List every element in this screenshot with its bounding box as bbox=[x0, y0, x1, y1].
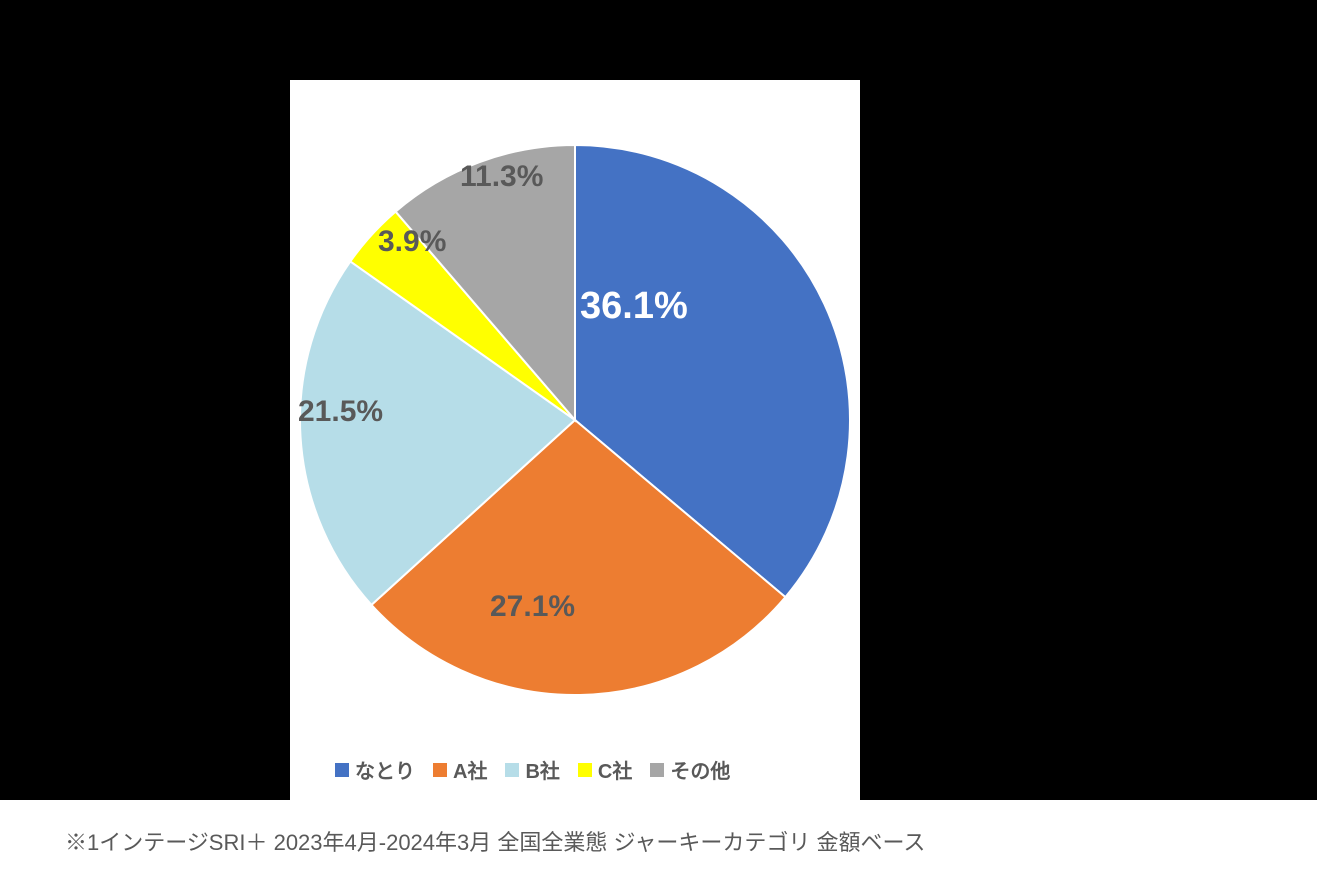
slice-value-label: 21.5% bbox=[298, 395, 383, 429]
chart-legend: なとり A社 B社 C社 その他 bbox=[335, 755, 730, 784]
legend-swatch bbox=[650, 763, 664, 777]
source-caption: ※1インテージSRI＋ 2023年4月-2024年3月 全国全業態 ジャーキーカ… bbox=[65, 825, 925, 857]
legend-item: B社 bbox=[505, 755, 559, 784]
legend-label: その他 bbox=[670, 755, 730, 784]
legend-swatch bbox=[433, 763, 447, 777]
legend-item: その他 bbox=[650, 755, 730, 784]
legend-label: なとり bbox=[355, 755, 415, 784]
legend-label: C社 bbox=[598, 755, 632, 784]
slice-value-label: 11.3% bbox=[460, 160, 543, 194]
legend-label: A社 bbox=[453, 755, 487, 784]
legend-item: C社 bbox=[578, 755, 632, 784]
slice-value-label: 36.1% bbox=[580, 285, 688, 328]
slice-value-label: 3.9% bbox=[378, 225, 446, 259]
legend-swatch bbox=[505, 763, 519, 777]
legend-item: A社 bbox=[433, 755, 487, 784]
slice-value-label: 27.1% bbox=[490, 590, 575, 624]
legend-swatch bbox=[335, 763, 349, 777]
legend-label: B社 bbox=[525, 755, 559, 784]
legend-swatch bbox=[578, 763, 592, 777]
legend-item: なとり bbox=[335, 755, 415, 784]
